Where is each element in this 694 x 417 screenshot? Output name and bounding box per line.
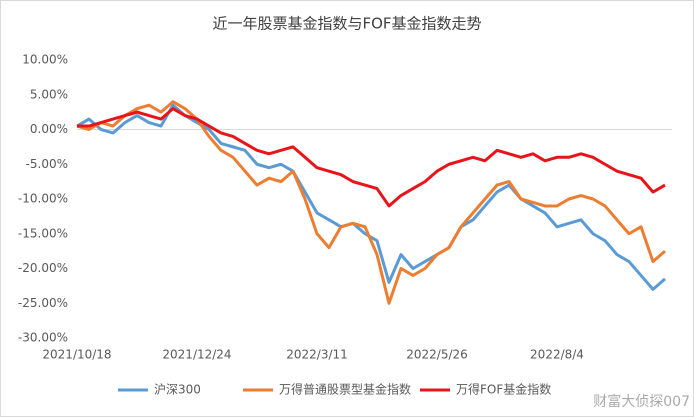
x-tick-label: 2022/8/4 <box>530 348 584 362</box>
legend-label: 万得FOF基金指数 <box>456 382 551 397</box>
x-tick-label: 2021/12/24 <box>162 348 231 362</box>
x-tick-label: 2021/10/18 <box>42 348 111 362</box>
y-tick-label: 10.00% <box>22 53 68 67</box>
chart-title: 近一年股票基金指数与FOF基金指数走势 <box>212 15 481 33</box>
y-tick-label: -25.00% <box>18 296 68 310</box>
x-tick-label: 2022/3/11 <box>286 348 348 362</box>
y-tick-label: -20.00% <box>18 261 68 275</box>
y-tick-label: -10.00% <box>18 192 68 206</box>
x-tick-label: 2022/5/26 <box>406 348 468 362</box>
legend-label: 沪深300 <box>154 383 201 397</box>
series-line <box>76 100 666 305</box>
legend-label: 万得普通股票型基金指数 <box>279 382 411 397</box>
y-tick-label: -30.00% <box>18 331 68 345</box>
series-line <box>77 107 666 208</box>
y-tick-label: 0.00% <box>30 122 68 136</box>
y-tick-label: -5.00% <box>26 157 68 171</box>
watermark: 财富大侦探007 <box>593 393 690 410</box>
y-tick-label: -15.00% <box>18 226 68 240</box>
y-tick-label: 5.00% <box>30 87 68 101</box>
